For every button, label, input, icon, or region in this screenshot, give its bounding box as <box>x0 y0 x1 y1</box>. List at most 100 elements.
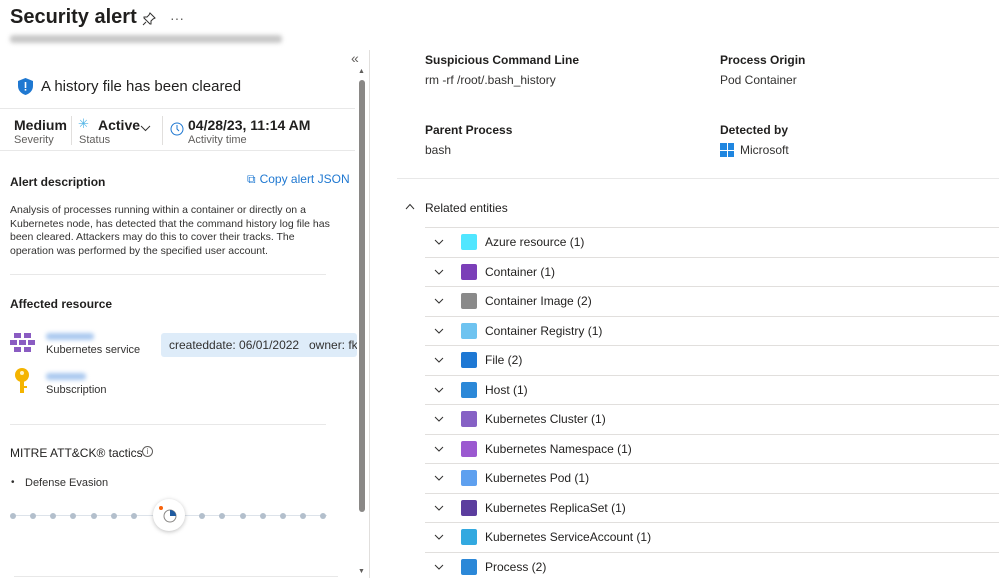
chevron-down-icon[interactable] <box>434 385 444 395</box>
copy-json-button[interactable]: ⧉Copy alert JSON <box>247 172 350 187</box>
activity-time-label: Activity time <box>188 134 247 146</box>
entity-icon <box>461 352 477 368</box>
tactic-stage-dot[interactable] <box>219 513 225 519</box>
chevron-down-icon[interactable] <box>434 355 444 365</box>
status-label: Status <box>79 134 110 146</box>
related-entities-heading[interactable]: Related entities <box>425 201 508 215</box>
active-status-icon: ✳ <box>78 116 89 132</box>
page-title: Security alert <box>10 6 137 29</box>
related-entity-row[interactable]: Kubernetes ServiceAccount (1) <box>425 522 999 552</box>
tactic-stage-dot[interactable] <box>91 513 97 519</box>
tactic-stage-indicator[interactable] <box>153 499 185 531</box>
severity-value: Medium <box>14 117 67 133</box>
related-entity-row[interactable]: Container (1) <box>425 257 999 287</box>
chevron-down-icon[interactable] <box>434 237 444 247</box>
tactic-stage-dot[interactable] <box>70 513 76 519</box>
tactic-stage-dot[interactable] <box>240 513 246 519</box>
tactic-stage-dot[interactable] <box>30 513 36 519</box>
chevron-down-icon[interactable] <box>434 326 444 336</box>
field-label: Detected by <box>720 123 788 137</box>
clock-icon <box>170 122 184 136</box>
tactic-stage-dot[interactable] <box>280 513 286 519</box>
related-entity-row[interactable]: File (2) <box>425 345 999 375</box>
related-entity-row[interactable]: Kubernetes Pod (1) <box>425 463 999 493</box>
field-value: Microsoft <box>740 143 789 157</box>
related-entity-row[interactable]: Container Registry (1) <box>425 316 999 346</box>
entity-icon <box>461 382 477 398</box>
entity-label: Kubernetes Namespace (1) <box>485 442 632 456</box>
field-label: Suspicious Command Line <box>425 53 579 67</box>
alert-title: A history file has been cleared <box>41 78 241 95</box>
resource-tag: owner: fko <box>301 333 357 357</box>
related-entity-row[interactable]: Container Image (2) <box>425 286 999 316</box>
entity-icon <box>461 293 477 309</box>
mitre-heading: MITRE ATT&CK® tactics <box>10 446 143 460</box>
chevron-down-icon[interactable] <box>140 125 151 132</box>
entity-label: File (2) <box>485 353 522 367</box>
chevron-down-icon[interactable] <box>434 414 444 424</box>
description-heading: Alert description <box>10 175 105 189</box>
entity-icon <box>461 441 477 457</box>
tactic-stage-dot[interactable] <box>50 513 56 519</box>
chevron-down-icon[interactable] <box>434 296 444 306</box>
entity-label: Process (2) <box>485 560 546 574</box>
tactic-stage-dot[interactable] <box>111 513 117 519</box>
tactic-stage-dot[interactable] <box>300 513 306 519</box>
scroll-up-icon[interactable]: ▲ <box>358 68 365 75</box>
resource-name-redacted[interactable] <box>46 333 94 340</box>
chevron-down-icon[interactable] <box>434 562 444 572</box>
entity-icon <box>461 234 477 250</box>
tactic-stage-dot[interactable] <box>199 513 205 519</box>
field-label: Process Origin <box>720 53 805 67</box>
tactic-stage-dot[interactable] <box>131 513 137 519</box>
related-entity-row[interactable]: Kubernetes Cluster (1) <box>425 404 999 434</box>
chevron-down-icon[interactable] <box>434 444 444 454</box>
related-entity-row[interactable]: Kubernetes Namespace (1) <box>425 434 999 464</box>
entity-label: Kubernetes Pod (1) <box>485 471 589 485</box>
status-value[interactable]: Active <box>98 117 140 133</box>
related-entity-row[interactable]: Azure resource (1) <box>425 227 999 257</box>
tactic-stage-dot[interactable] <box>260 513 266 519</box>
scroll-down-icon[interactable]: ▼ <box>358 568 365 575</box>
info-icon[interactable]: i <box>142 446 153 457</box>
field-value: rm -rf /root/.bash_history <box>425 73 556 87</box>
chevron-down-icon[interactable] <box>434 503 444 513</box>
more-icon[interactable]: ··· <box>170 10 184 26</box>
related-entity-row[interactable]: Host (1) <box>425 375 999 405</box>
scrollbar-thumb[interactable] <box>359 80 365 512</box>
entity-icon <box>461 500 477 516</box>
copy-icon: ⧉ <box>247 172 256 187</box>
microsoft-logo-icon <box>720 143 734 157</box>
field-value: Pod Container <box>720 73 797 87</box>
tactic-stage-dot[interactable] <box>10 513 16 519</box>
bullet-icon: • <box>11 477 15 488</box>
tactic-stage-dot[interactable] <box>320 513 326 519</box>
shield-icon <box>18 78 33 95</box>
entity-label: Container Image (2) <box>485 294 592 308</box>
chevron-down-icon[interactable] <box>434 267 444 277</box>
collapse-icon[interactable]: « <box>351 50 359 66</box>
resource-type: Subscription <box>46 384 107 396</box>
entity-label: Container Registry (1) <box>485 324 602 338</box>
severity-label: Severity <box>14 134 54 146</box>
pin-icon[interactable] <box>142 12 156 26</box>
entity-icon <box>461 470 477 486</box>
entity-icon <box>461 411 477 427</box>
chevron-up-icon[interactable] <box>405 203 415 210</box>
entity-icon <box>461 529 477 545</box>
related-entity-row[interactable]: Kubernetes ReplicaSet (1) <box>425 493 999 523</box>
resource-tag: createddate: 06/01/2022 <box>161 333 307 357</box>
kubernetes-service-icon <box>10 333 36 353</box>
tactic-item: Defense Evasion <box>25 477 108 489</box>
field-label: Parent Process <box>425 123 512 137</box>
entity-label: Host (1) <box>485 383 528 397</box>
subscription-name-redacted[interactable] <box>46 373 86 380</box>
entity-label: Kubernetes ReplicaSet (1) <box>485 501 626 515</box>
chevron-down-icon[interactable] <box>434 532 444 542</box>
entity-icon <box>461 323 477 339</box>
activity-time-value: 04/28/23, 11:14 AM <box>188 117 310 133</box>
entity-label: Azure resource (1) <box>485 235 584 249</box>
chevron-down-icon[interactable] <box>434 473 444 483</box>
alert-description: Analysis of processes running within a c… <box>10 204 340 258</box>
related-entity-row[interactable]: Process (2) <box>425 552 999 581</box>
